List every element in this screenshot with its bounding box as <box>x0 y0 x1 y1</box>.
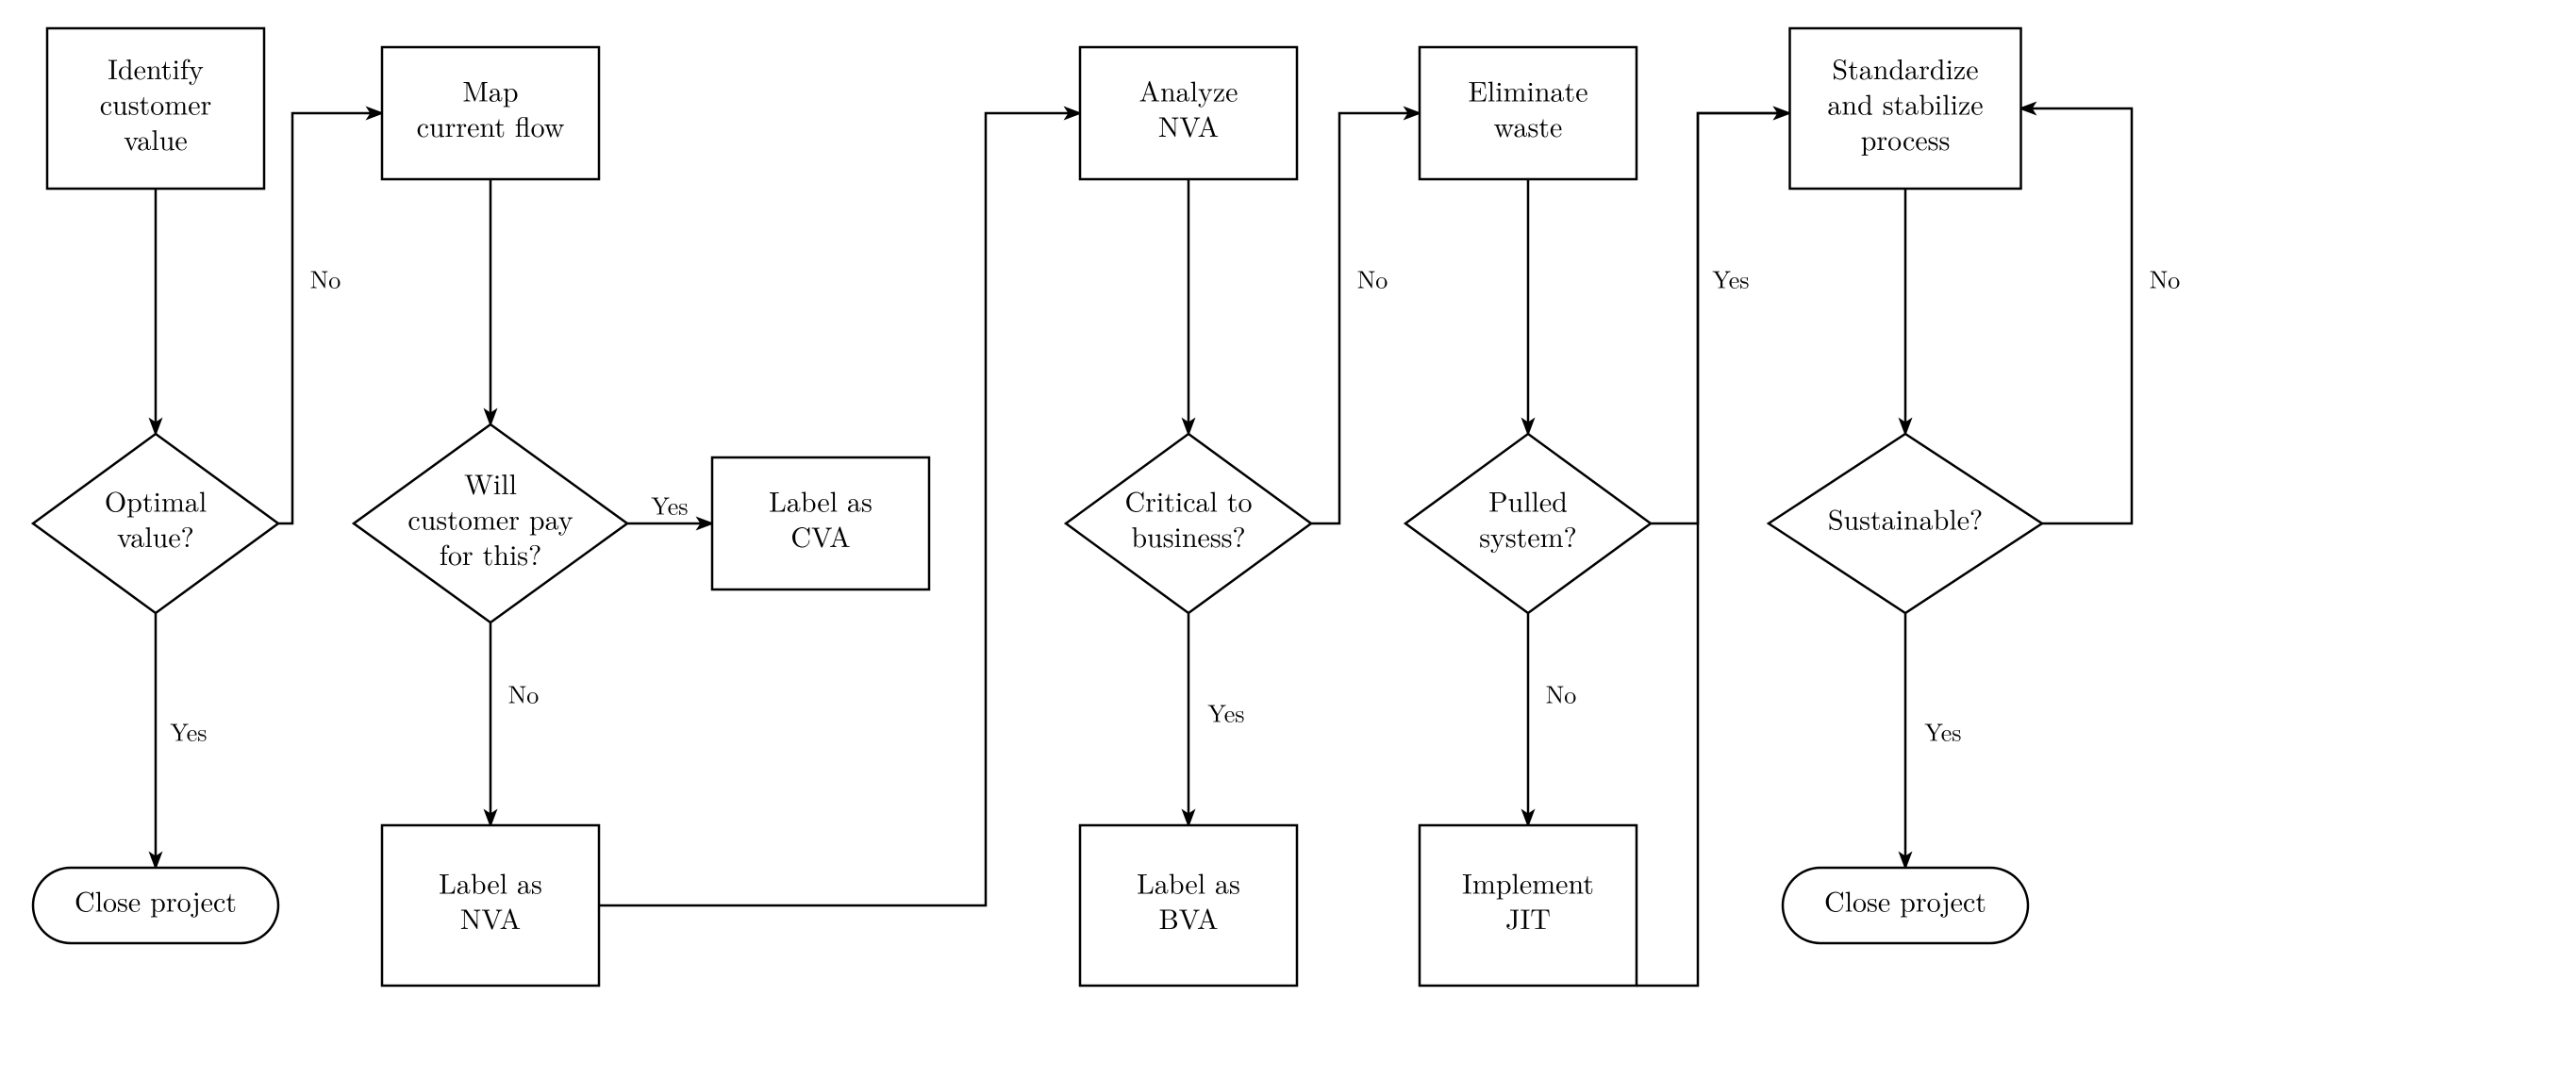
edge-label-2: No <box>310 261 341 296</box>
edge-label-12: Yes <box>1712 261 1749 296</box>
node-nva: Label asNVA <box>382 825 599 986</box>
edge-label-9: No <box>1357 261 1388 296</box>
edge-label-15: Yes <box>1924 714 1961 749</box>
node-text-bva-line1: BVA <box>1159 897 1219 938</box>
edge-label-11: No <box>1546 676 1577 711</box>
edge-label-16: No <box>2150 261 2181 296</box>
node-close2: Close project <box>1783 868 2028 943</box>
edge-label-1: Yes <box>170 714 207 749</box>
edge-label-4: Yes <box>651 488 688 523</box>
node-cva: Label asCVA <box>712 457 929 589</box>
node-map: Mapcurrent flow <box>382 47 599 179</box>
node-text-willpay-line2: for this? <box>440 533 542 573</box>
node-text-jit-line1: JIT <box>1505 897 1551 938</box>
flowchart-container: Yes No Yes No Yes No No Yes Yes No Identifycustome… <box>0 0 2576 1079</box>
node-text-optimal-line1: value? <box>117 515 194 556</box>
node-text-critical-line1: business? <box>1131 515 1245 556</box>
node-text-eliminate-line1: waste <box>1494 105 1563 145</box>
node-text-close1-line0: Close project <box>75 879 237 920</box>
node-jit: ImplementJIT <box>1420 825 1637 986</box>
node-eliminate: Eliminatewaste <box>1420 47 1637 179</box>
node-text-analyze-line1: NVA <box>1158 105 1219 145</box>
node-analyze: AnalyzeNVA <box>1080 47 1297 179</box>
node-text-pulled-line1: system? <box>1479 515 1577 556</box>
flowchart-svg: Yes No Yes No Yes No No Yes Yes No Identifycustome… <box>0 0 2576 1079</box>
node-text-standardize-line2: process <box>1861 118 1951 158</box>
node-text-identify-line2: value <box>124 118 188 158</box>
node-text-cva-line1: CVA <box>790 515 850 556</box>
node-text-map-line1: current flow <box>417 105 565 145</box>
node-bva: Label asBVA <box>1080 825 1297 986</box>
node-standardize: Standardizeand stabilizeprocess <box>1790 28 2021 189</box>
node-text-nva-line1: NVA <box>460 897 521 938</box>
node-close1: Close project <box>33 868 278 943</box>
node-identify: Identifycustomervalue <box>47 28 264 189</box>
edge-label-5: No <box>508 676 540 711</box>
node-text-close2-line0: Close project <box>1824 879 1986 920</box>
edge-label-8: Yes <box>1207 695 1244 730</box>
node-text-sustain-line0: Sustainable? <box>1828 497 1983 538</box>
